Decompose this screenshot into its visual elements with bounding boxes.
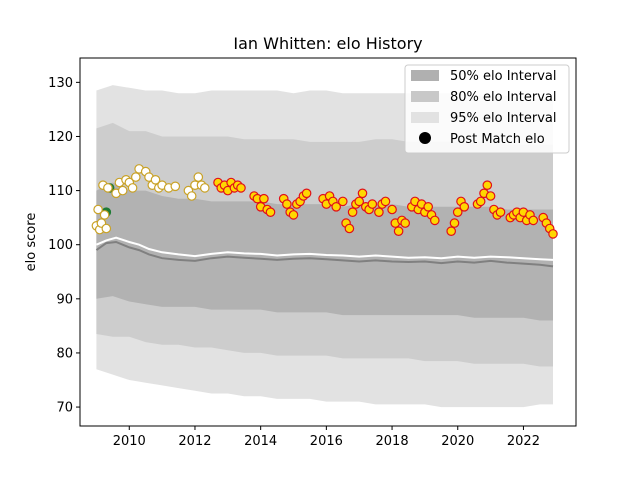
post-match-point <box>150 175 161 185</box>
y-tick-label: 120 <box>48 130 73 145</box>
post-match-point <box>301 188 312 199</box>
post-match-point <box>423 202 433 212</box>
legend-swatch-80 <box>411 91 439 102</box>
x-tick-label: 2016 <box>310 434 343 449</box>
post-match-point <box>331 202 341 212</box>
plot-frame <box>79 57 577 427</box>
y-tick-label: 90 <box>56 292 73 307</box>
post-match-point <box>288 210 299 220</box>
post-match-point <box>127 183 138 193</box>
x-tick-label: 2018 <box>376 434 409 449</box>
legend-marker-post-match <box>419 132 431 144</box>
legend-label-post-match: Post Match elo <box>450 132 545 147</box>
y-tick-label: 100 <box>48 238 73 253</box>
y-axis-label: elo score <box>24 213 39 272</box>
post-match-point <box>93 204 103 215</box>
post-match-point <box>170 181 181 192</box>
post-match-point <box>452 207 463 217</box>
post-match-point <box>236 183 246 193</box>
legend-label-50: 50% elo Interval <box>450 69 557 84</box>
chart-title: Ian Whitten: elo History <box>233 34 422 53</box>
x-tick-label: 2014 <box>244 434 277 449</box>
y-axis: 70 80 90 100 110 120 130 <box>48 76 80 416</box>
post-match-point <box>347 207 358 217</box>
post-match-point <box>131 172 141 182</box>
post-match-point <box>393 226 404 236</box>
post-match-point <box>374 207 384 217</box>
legend-label-95: 95% elo Interval <box>450 111 557 126</box>
median-elo-line <box>95 240 554 268</box>
post-match-point <box>475 196 486 207</box>
plot-area <box>91 85 558 408</box>
y-tick-label: 130 <box>48 76 73 91</box>
post-match-point <box>344 223 355 234</box>
post-match-point <box>367 199 378 209</box>
post-match-point <box>265 207 276 217</box>
post-match-point <box>193 172 204 182</box>
post-match-point <box>380 196 391 207</box>
x-tick-label: 2020 <box>441 434 474 449</box>
x-tick-label: 2022 <box>507 434 540 449</box>
legend-label-80: 80% elo Interval <box>450 90 557 105</box>
post-match-point <box>387 204 397 215</box>
post-match-point <box>485 191 496 201</box>
x-tick-label: 2012 <box>178 434 211 449</box>
post-match-point <box>449 218 460 228</box>
post-match-point <box>357 188 368 199</box>
post-match-point <box>282 199 292 209</box>
legend-box <box>404 64 570 154</box>
x-axis: 2010 2012 2014 2016 2018 2020 2022 <box>113 426 540 449</box>
post-match-point <box>495 207 506 217</box>
post-match-point <box>99 210 110 220</box>
post-match-point <box>459 202 470 212</box>
legend-swatch-95 <box>411 112 439 123</box>
post-match-point <box>117 185 128 196</box>
post-match-markers <box>91 164 558 239</box>
legend: 50% elo Interval 80% elo Interval 95% el… <box>404 64 570 154</box>
post-match-point <box>528 215 539 226</box>
mean-elo-line <box>96 236 554 261</box>
y-tick-label: 110 <box>48 184 73 199</box>
legend-swatch-50 <box>411 70 439 81</box>
post-match-point <box>548 229 558 239</box>
x-tick-label: 2010 <box>113 434 146 449</box>
y-tick-label: 70 <box>56 401 73 416</box>
post-match-point <box>446 226 456 236</box>
post-match-point <box>482 180 493 190</box>
post-match-point <box>186 191 197 201</box>
post-match-point <box>354 196 364 207</box>
y-tick-label: 80 <box>56 346 73 361</box>
post-match-point <box>200 183 210 193</box>
post-match-point <box>259 193 269 204</box>
post-match-point <box>337 196 348 207</box>
post-match-point <box>101 223 112 234</box>
post-match-point <box>103 183 113 193</box>
post-match-point <box>400 218 410 228</box>
band-50-interval <box>96 182 554 321</box>
post-match-point <box>429 215 440 226</box>
